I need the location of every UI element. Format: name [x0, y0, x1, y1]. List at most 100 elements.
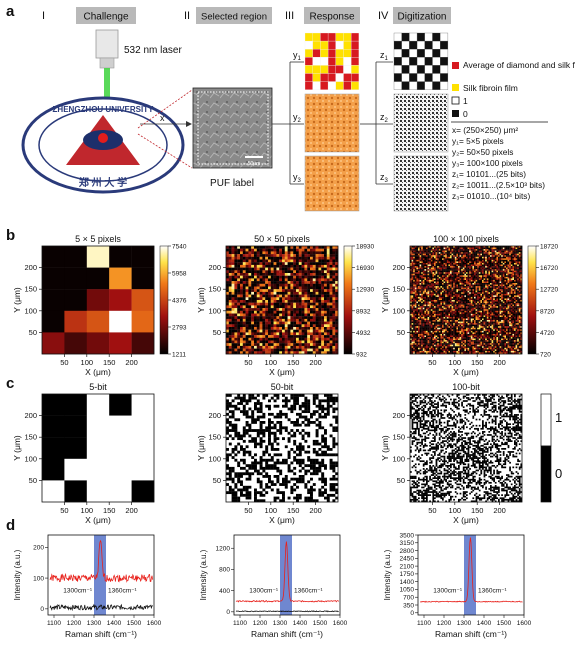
heat-cell-2 [448, 312, 451, 315]
heat-cell-2 [413, 298, 415, 301]
heat-cell-2 [488, 261, 491, 264]
heat-cell-1 [270, 273, 274, 276]
heat-cell-2 [432, 250, 435, 253]
heat-cell-2 [514, 301, 516, 304]
heat-cell-1 [226, 329, 229, 333]
heat-cell-1 [245, 321, 249, 325]
heat-cell-2 [427, 266, 430, 268]
colorbar-label-1: 12930 [356, 287, 374, 294]
heat-cell-1 [318, 313, 322, 317]
heat-cell-1 [270, 251, 274, 255]
heat-cell-2 [470, 279, 473, 282]
heat-cell-2 [450, 300, 452, 302]
digit-cell [393, 49, 402, 58]
heat-cell-2 [442, 300, 444, 302]
heat-cell-2 [504, 250, 507, 253]
heat-cell-1 [293, 251, 297, 255]
heat-cell-2 [493, 255, 495, 257]
heat-cell-1 [226, 291, 229, 295]
heat-cell-1 [321, 262, 325, 266]
heat-cell-2 [451, 258, 454, 261]
heat-cell-2 [456, 309, 459, 311]
heat-cell-2 [486, 287, 489, 290]
heat-cell-1 [290, 300, 294, 303]
heat-cell-2 [493, 281, 495, 284]
heat-cell-2 [512, 270, 515, 273]
heat-cell-1 [307, 294, 311, 298]
heat-cell-1 [315, 345, 319, 349]
heat-cell-2 [491, 250, 494, 253]
heat-cell-2 [445, 313, 447, 316]
heat-cell-1 [265, 286, 269, 290]
heat-cell-2 [478, 252, 481, 254]
heat-cell-2 [422, 246, 425, 248]
heat-cell-2 [474, 266, 476, 268]
heat-cell-2 [498, 269, 500, 271]
heat-cell-5 [64, 289, 87, 311]
heat-cell-2 [512, 250, 515, 253]
heat-cell-2 [430, 310, 433, 313]
heat-cell-2 [520, 258, 523, 261]
heat-cell-2 [491, 295, 494, 298]
heat-cell-2 [446, 276, 449, 279]
heat-cell-1 [335, 246, 339, 249]
heat-cell-2 [504, 266, 507, 268]
heat-cell-1 [298, 308, 302, 311]
heat-cell-1 [226, 259, 229, 263]
x-tick-label-b-1: 100 [265, 358, 278, 367]
heat-cell-2 [454, 275, 457, 278]
heat-cell-1 [310, 254, 313, 257]
heat-cell-1 [329, 340, 333, 344]
heat-cell-2 [437, 303, 439, 305]
heat-cell-2 [418, 306, 420, 308]
heat-cell-2 [421, 250, 423, 253]
heat-cell-2 [509, 296, 511, 299]
heat-cell-2 [483, 249, 486, 251]
heat-cell-2 [459, 276, 462, 279]
heat-cell-2 [456, 303, 459, 305]
heat-cell-2 [510, 255, 513, 257]
heat-cell-2 [427, 298, 430, 301]
heat-cell-2 [459, 287, 462, 290]
heat-cell-2 [506, 276, 508, 279]
heat-cell-1 [326, 310, 330, 314]
heat-cell-2 [435, 283, 438, 285]
heat-cell-2 [438, 283, 441, 285]
heat-cell-1 [282, 251, 285, 255]
heat-cell-2 [442, 284, 444, 287]
heat-cell-2 [491, 290, 494, 293]
heat-cell-1 [307, 254, 311, 257]
heat-cell-2 [432, 313, 435, 316]
heat-cell-1 [329, 310, 333, 314]
heat-cell-2 [450, 255, 452, 257]
heat-cell-2 [434, 246, 436, 248]
heat-cell-2 [517, 292, 519, 294]
heat-cell-1 [273, 335, 277, 338]
heat-cell-2 [510, 309, 513, 311]
heat-cell-2 [437, 275, 439, 278]
heat-cell-2 [509, 289, 511, 291]
heat-cell-1 [310, 345, 313, 349]
heat-cell-5 [42, 332, 65, 355]
heat-cell-2 [504, 293, 507, 296]
heat-cell-2 [438, 310, 441, 313]
heat-cell-2 [434, 303, 436, 305]
colorbar-label-0: 4376 [172, 298, 187, 305]
heat-cell-2 [413, 250, 415, 253]
heat-cell-1 [301, 318, 305, 322]
heat-cell-1 [276, 256, 280, 260]
heat-cell-1 [254, 291, 257, 295]
heat-cell-1 [301, 321, 305, 325]
heat-cell-2 [445, 249, 447, 251]
heat-cell-2 [501, 273, 503, 276]
heat-cell-2 [414, 273, 417, 276]
heat-cell-1 [290, 324, 294, 328]
heat-cell-2 [517, 310, 519, 313]
heat-cell-2 [494, 272, 497, 274]
heat-cell-2 [456, 301, 459, 304]
heat-cell-2 [483, 246, 486, 248]
heat-cell-1 [304, 297, 308, 301]
heat-cell-2 [518, 312, 521, 315]
heat-cell-2 [443, 262, 446, 265]
heat-cell-2 [438, 306, 441, 308]
